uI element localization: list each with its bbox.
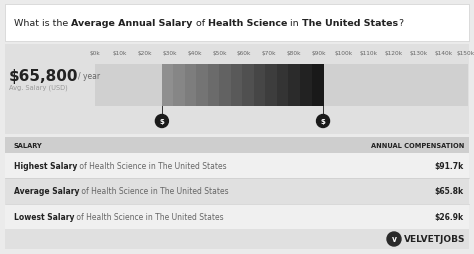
Text: ANNUAL COMPENSATION: ANNUAL COMPENSATION (371, 142, 464, 148)
Circle shape (317, 115, 329, 128)
Bar (219, 65, 231, 107)
Text: of Health Science in The United States: of Health Science in The United States (80, 187, 229, 196)
Text: $110k: $110k (360, 51, 377, 56)
Bar (300, 65, 312, 107)
Text: in: in (287, 19, 302, 28)
Text: of: of (192, 19, 208, 28)
Bar (5, 179, 469, 204)
Bar (173, 65, 185, 107)
Bar (5, 204, 469, 229)
Bar (5, 137, 469, 153)
Bar (196, 65, 209, 107)
Text: Health Science: Health Science (208, 19, 287, 28)
Text: $70k: $70k (262, 51, 276, 56)
Text: of Health Science in The United States: of Health Science in The United States (74, 212, 224, 221)
Circle shape (155, 115, 168, 128)
Text: $: $ (159, 119, 164, 124)
Bar (265, 65, 277, 107)
Bar (311, 65, 324, 107)
Circle shape (387, 232, 401, 246)
Text: SALARY: SALARY (14, 142, 43, 148)
Text: VELVETJOBS: VELVETJOBS (404, 235, 465, 244)
Text: $65,800: $65,800 (9, 69, 79, 84)
Text: $150k+: $150k+ (456, 51, 474, 56)
Text: Average Annual Salary: Average Annual Salary (71, 19, 192, 28)
Bar (5, 5, 469, 42)
Text: $91.7k: $91.7k (435, 162, 464, 170)
Text: Highest Salary: Highest Salary (14, 162, 77, 170)
Text: $30k: $30k (163, 51, 177, 56)
Text: Lowest Salary: Lowest Salary (14, 212, 74, 221)
Text: $65,800: $65,800 (9, 69, 79, 84)
Bar (289, 65, 301, 107)
Bar (5, 153, 469, 179)
Text: $90k: $90k (311, 51, 326, 56)
Text: $130k: $130k (409, 51, 428, 56)
Text: $50k: $50k (212, 51, 227, 56)
Text: / year: / year (79, 72, 100, 81)
Bar (5, 137, 469, 249)
Text: ?: ? (398, 19, 403, 28)
Text: v: v (392, 235, 396, 244)
Bar (185, 65, 197, 107)
Text: What is the: What is the (14, 19, 71, 28)
Text: of Health Science in The United States: of Health Science in The United States (77, 162, 227, 170)
Text: $40k: $40k (187, 51, 202, 56)
Bar (162, 65, 174, 107)
Text: Avg. Salary (USD): Avg. Salary (USD) (9, 84, 68, 91)
Bar (5, 45, 469, 134)
Text: $26.9k: $26.9k (435, 212, 464, 221)
Text: $100k: $100k (335, 51, 353, 56)
Text: $: $ (320, 119, 326, 124)
Text: The United States: The United States (302, 19, 398, 28)
Bar (95, 65, 468, 107)
Text: $80k: $80k (287, 51, 301, 56)
Text: $10k: $10k (113, 51, 127, 56)
Text: $120k: $120k (384, 51, 402, 56)
Bar (254, 65, 266, 107)
Text: $0k: $0k (90, 51, 100, 56)
Text: $65.8k: $65.8k (435, 187, 464, 196)
Text: $60k: $60k (237, 51, 251, 56)
Text: Average Salary: Average Salary (14, 187, 80, 196)
Bar (208, 65, 220, 107)
Bar (277, 65, 289, 107)
Bar (243, 65, 255, 107)
Text: $20k: $20k (137, 51, 152, 56)
Text: $140k: $140k (434, 51, 452, 56)
Bar (231, 65, 243, 107)
